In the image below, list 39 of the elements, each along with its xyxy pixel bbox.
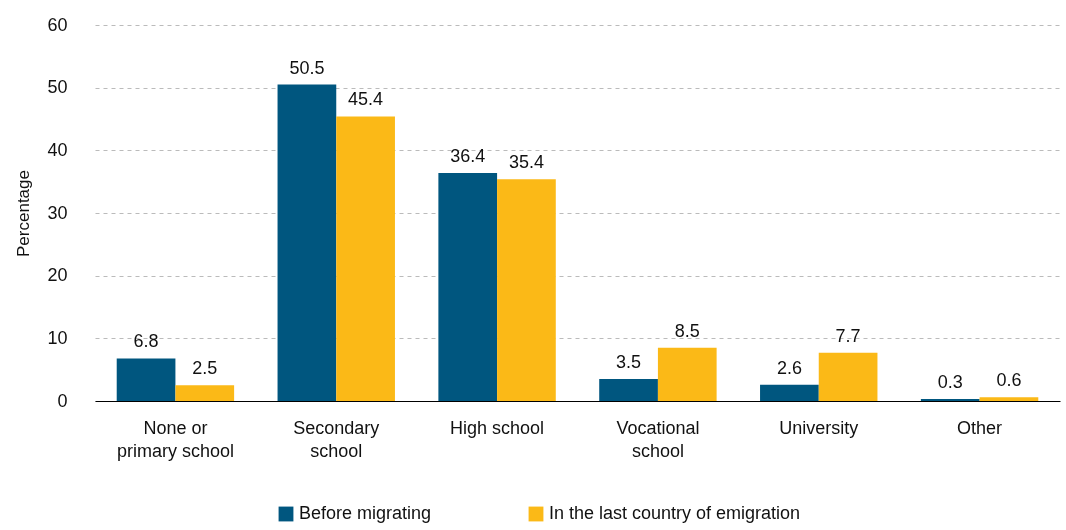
x-tick-label: Secondary school bbox=[293, 417, 380, 461]
data-label: 0.3 bbox=[937, 372, 963, 393]
legend-label: Before migrating bbox=[299, 503, 432, 523]
data-label: 2.6 bbox=[776, 357, 802, 378]
data-label: 0.6 bbox=[996, 370, 1022, 391]
bar bbox=[657, 347, 717, 401]
x-tick-label: High school bbox=[450, 417, 545, 438]
y-tick-label: 30 bbox=[47, 202, 68, 223]
y-tick-label: 0 bbox=[57, 390, 68, 411]
data-label: 7.7 bbox=[835, 325, 861, 346]
data-label: 35.4 bbox=[508, 152, 544, 173]
bar bbox=[175, 385, 235, 401]
bar bbox=[818, 352, 878, 401]
y-tick-label: 10 bbox=[47, 327, 68, 348]
x-tick-label: None or primary school bbox=[116, 417, 234, 461]
bar bbox=[979, 397, 1039, 401]
bar bbox=[497, 179, 556, 401]
bar bbox=[116, 358, 176, 401]
bar bbox=[277, 84, 337, 401]
x-tick-label: Vocational school bbox=[616, 417, 700, 461]
bar bbox=[336, 116, 395, 401]
x-tick-label: Other bbox=[957, 417, 1003, 438]
bar bbox=[760, 384, 819, 401]
data-label: 3.5 bbox=[616, 352, 642, 373]
y-tick-label: 60 bbox=[47, 14, 68, 35]
data-label: 6.8 bbox=[133, 331, 159, 352]
x-tick-label: University bbox=[779, 417, 859, 438]
data-label: 36.4 bbox=[450, 145, 486, 166]
data-label: 45.4 bbox=[348, 89, 384, 110]
bar bbox=[599, 379, 658, 401]
y-axis-title: Percentage bbox=[14, 170, 34, 257]
y-tick-label: 40 bbox=[47, 139, 68, 160]
data-label: 2.5 bbox=[192, 358, 218, 379]
bar bbox=[438, 172, 498, 401]
legend-label: In the last country of emigration bbox=[549, 503, 801, 523]
y-tick-label: 20 bbox=[47, 265, 68, 286]
data-label: 50.5 bbox=[289, 57, 325, 78]
data-label: 8.5 bbox=[674, 320, 700, 341]
y-tick-label: 50 bbox=[47, 77, 68, 98]
